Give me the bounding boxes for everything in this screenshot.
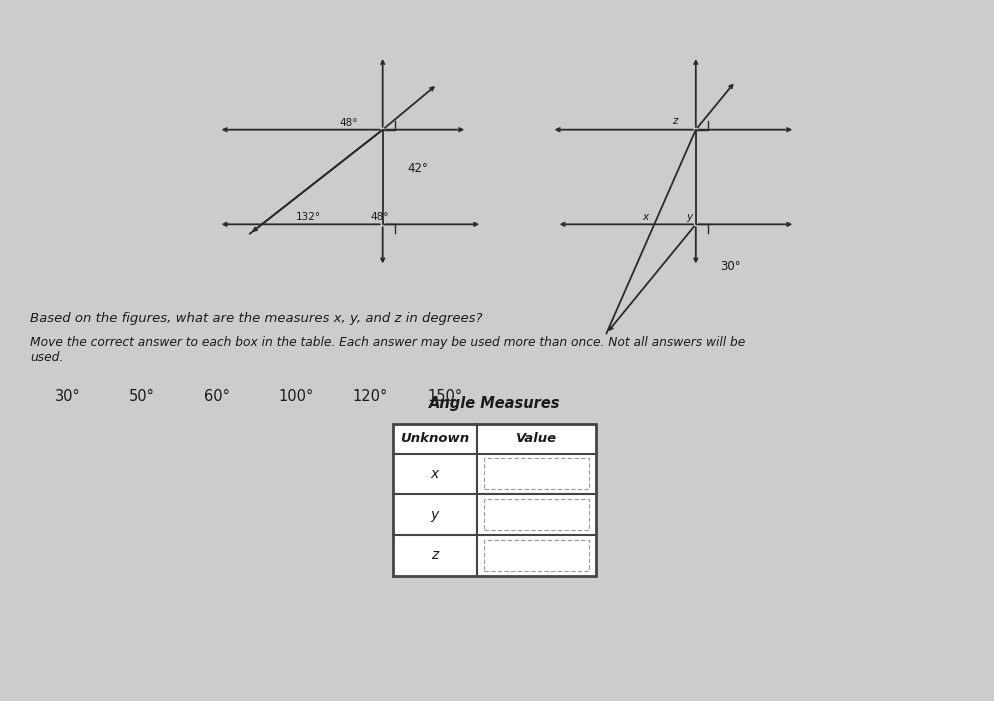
Text: y: y [686, 212, 692, 222]
Text: 50°: 50° [129, 389, 155, 404]
Text: 48°: 48° [371, 212, 390, 222]
Text: 30°: 30° [55, 389, 81, 404]
Text: z: z [672, 116, 678, 126]
Text: Unknown: Unknown [401, 433, 469, 445]
FancyBboxPatch shape [484, 499, 589, 530]
Text: 30°: 30° [721, 260, 742, 273]
Text: Value: Value [516, 433, 558, 445]
FancyBboxPatch shape [484, 540, 589, 571]
Text: z: z [431, 548, 438, 562]
Text: x: x [642, 212, 648, 222]
Text: 132°: 132° [296, 212, 321, 222]
Text: 120°: 120° [353, 389, 388, 404]
Bar [393, 424, 596, 576]
Text: Based on the figures, what are the measures x, y, and z in degrees?: Based on the figures, what are the measu… [30, 312, 482, 325]
Text: y: y [430, 508, 439, 522]
FancyBboxPatch shape [484, 458, 589, 489]
Text: 42°: 42° [408, 162, 428, 175]
Text: 48°: 48° [339, 118, 358, 128]
Text: 100°: 100° [278, 389, 313, 404]
Text: Move the correct answer to each box in the table. Each answer may be used more t: Move the correct answer to each box in t… [30, 336, 746, 365]
Text: x: x [430, 467, 439, 481]
Text: 60°: 60° [204, 389, 230, 404]
Text: 150°: 150° [427, 389, 462, 404]
Text: Angle Measures: Angle Measures [428, 397, 561, 411]
